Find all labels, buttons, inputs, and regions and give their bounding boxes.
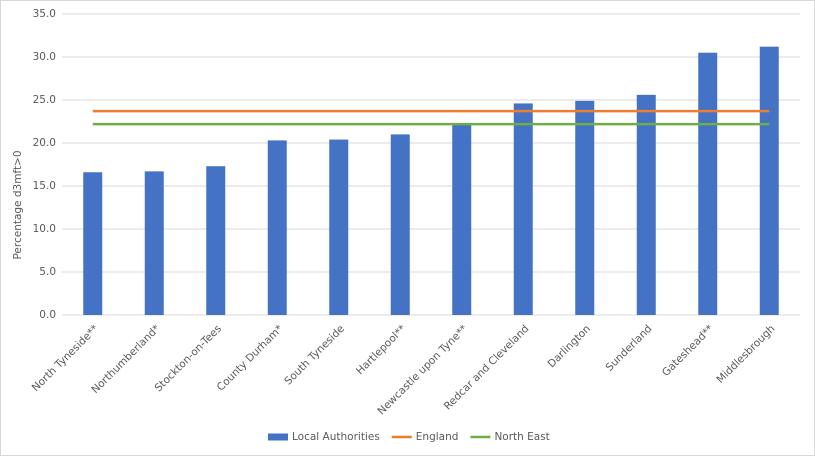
bar xyxy=(206,166,226,315)
legend-label: Local Authorities xyxy=(292,431,380,443)
y-tick-label: 35.0 xyxy=(33,8,56,20)
y-tick-label: 20.0 xyxy=(33,137,56,149)
legend-label: North East xyxy=(494,431,549,443)
bar xyxy=(759,46,779,316)
bar xyxy=(329,139,349,315)
bar xyxy=(267,140,287,315)
legend-label: England xyxy=(416,431,459,443)
y-tick-label: 30.0 xyxy=(33,51,56,63)
y-tick-label: 5.0 xyxy=(39,266,56,278)
y-tick-label: 0.0 xyxy=(39,309,56,321)
bar xyxy=(390,134,410,315)
legend-swatch xyxy=(268,433,288,441)
bar xyxy=(144,171,164,315)
y-tick-label: 10.0 xyxy=(33,223,56,235)
bar xyxy=(636,94,656,315)
bar xyxy=(698,52,718,315)
bar xyxy=(452,124,472,315)
y-tick-label: 25.0 xyxy=(33,94,56,106)
bar xyxy=(513,103,533,315)
y-tick-label: 15.0 xyxy=(33,180,56,192)
bar xyxy=(83,172,103,315)
y-axis-label: Percentage d3mft>0 xyxy=(12,150,24,259)
bar xyxy=(575,100,595,315)
